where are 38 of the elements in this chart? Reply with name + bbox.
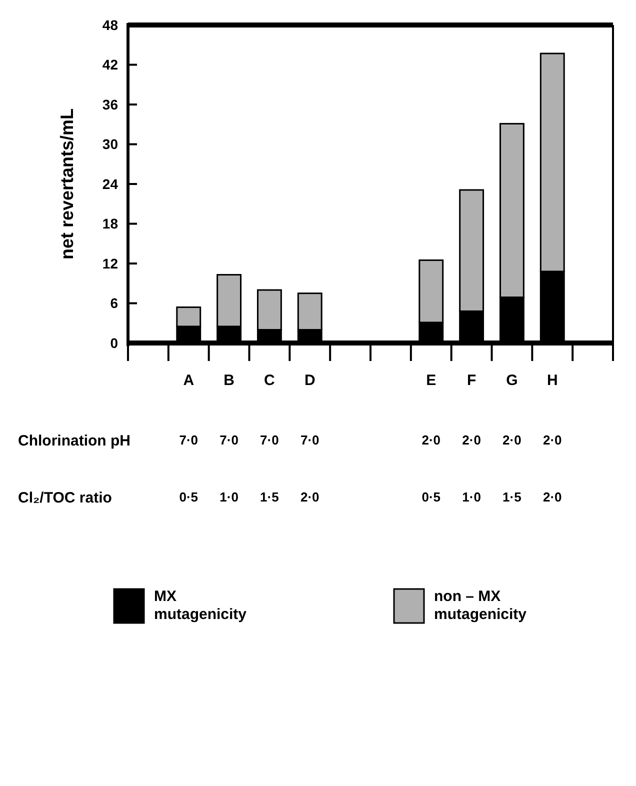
- y-axis-title: net revertants/mL: [57, 108, 77, 260]
- text: 7·0: [179, 432, 198, 448]
- text: Chlorination pH: [18, 432, 130, 450]
- y-tick-label: 42: [102, 56, 118, 73]
- y-tick-label: 6: [110, 295, 118, 312]
- text: 2·0: [542, 432, 562, 448]
- x-tick-label: D: [304, 372, 316, 389]
- y-tick-label: 30: [102, 136, 118, 152]
- text: 7·0: [220, 432, 238, 448]
- legend-label: non – MX mutagenicity: [434, 588, 528, 623]
- x-tick-label: E: [426, 372, 436, 389]
- text: 1·0: [462, 490, 481, 505]
- text: 7·0: [260, 432, 279, 448]
- y-tick-label: 12: [102, 255, 118, 272]
- y-tick-label: 48: [102, 16, 118, 33]
- x-tick-label: B: [224, 372, 235, 389]
- text: 0·5: [179, 490, 198, 505]
- text: 2·0: [502, 432, 522, 448]
- text: 2·0: [542, 490, 562, 505]
- text: 2·0: [300, 490, 320, 505]
- y-tick-label: 18: [102, 216, 118, 232]
- x-tick-label: H: [546, 372, 558, 389]
- text: 0·5: [422, 490, 441, 505]
- text: 2·0: [462, 432, 481, 448]
- text: 1·5: [260, 490, 279, 505]
- y-tick-label: 36: [102, 96, 118, 112]
- legend-label: MX mutagenicity: [154, 588, 248, 623]
- x-tick-label: G: [506, 372, 518, 389]
- x-tick-label: C: [264, 372, 276, 389]
- text: 7·0: [300, 432, 320, 448]
- text: 1·0: [220, 490, 238, 505]
- x-tick-label: A: [183, 372, 194, 389]
- x-tick-label: F: [466, 372, 476, 389]
- text: Cl₂/TOC ratio: [18, 489, 112, 506]
- y-tick-label: 24: [102, 176, 118, 192]
- y-tick-label: 0: [110, 334, 118, 351]
- text: 2·0: [422, 432, 441, 448]
- text: 1·5: [502, 490, 522, 505]
